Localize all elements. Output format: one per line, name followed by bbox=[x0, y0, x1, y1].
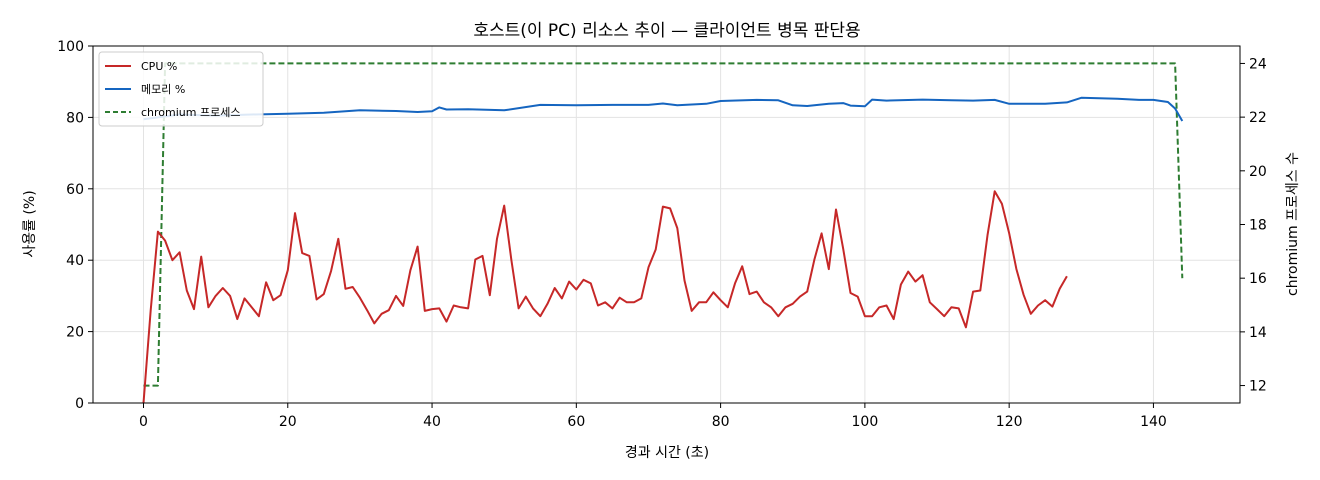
memory-line bbox=[143, 96, 1184, 122]
plot-frame bbox=[92, 45, 1241, 404]
y2-tick-label: 20 bbox=[1249, 164, 1267, 180]
y-tick-label: 80 bbox=[66, 110, 84, 126]
y-tick-label: 40 bbox=[66, 253, 84, 269]
y2-tick-label: 14 bbox=[1249, 325, 1267, 341]
x-tick-label: 20 bbox=[279, 414, 297, 430]
y-tick-label: 60 bbox=[66, 182, 84, 198]
y2-axis-label: chromium 프로세스 수 bbox=[1285, 152, 1301, 296]
x-tick-label: 0 bbox=[139, 414, 148, 430]
x-tick-label: 40 bbox=[423, 414, 441, 430]
y-tick-label: 0 bbox=[75, 396, 84, 412]
y2-tick-label: 24 bbox=[1249, 56, 1267, 72]
y-axis-left: 0 20 40 60 80 100 bbox=[57, 39, 93, 412]
cpu-line bbox=[142, 190, 1068, 404]
x-axis-label: 경과 시간 (초) bbox=[625, 445, 709, 461]
x-tick-label: 60 bbox=[567, 414, 585, 430]
legend-box bbox=[98, 51, 264, 127]
legend: CPU % 메모리 % chromium 프로세스 bbox=[98, 51, 264, 127]
grid-layer bbox=[93, 45, 1240, 404]
series-layer bbox=[142, 62, 1184, 404]
y2-tick-label: 22 bbox=[1249, 110, 1267, 126]
y2-tick-label: 12 bbox=[1249, 379, 1267, 395]
x-tick-label: 80 bbox=[712, 414, 730, 430]
x-tick-label: 140 bbox=[1140, 414, 1167, 430]
legend-label-memory: 메모리 % bbox=[141, 83, 185, 96]
y2-tick-label: 16 bbox=[1249, 271, 1267, 287]
y-tick-label: 100 bbox=[57, 39, 84, 55]
legend-label-chromium: chromium 프로세스 bbox=[141, 106, 240, 119]
chromium-process-line bbox=[143, 62, 1184, 387]
x-tick-label: 100 bbox=[852, 414, 879, 430]
y-axis-right: 12 14 16 18 20 22 24 bbox=[1240, 56, 1267, 395]
y-axis-label: 사용률 (%) bbox=[22, 190, 38, 257]
y2-tick-label: 18 bbox=[1249, 218, 1267, 234]
y-tick-label: 20 bbox=[66, 325, 84, 341]
x-tick-label: 120 bbox=[996, 414, 1023, 430]
legend-label-cpu: CPU % bbox=[141, 60, 177, 73]
chart-title: 호스트(이 PC) 리소스 추이 — 클라이언트 병목 판단용 bbox=[473, 21, 860, 41]
x-axis: 0 20 40 60 80 100 120 140 bbox=[139, 403, 1167, 430]
